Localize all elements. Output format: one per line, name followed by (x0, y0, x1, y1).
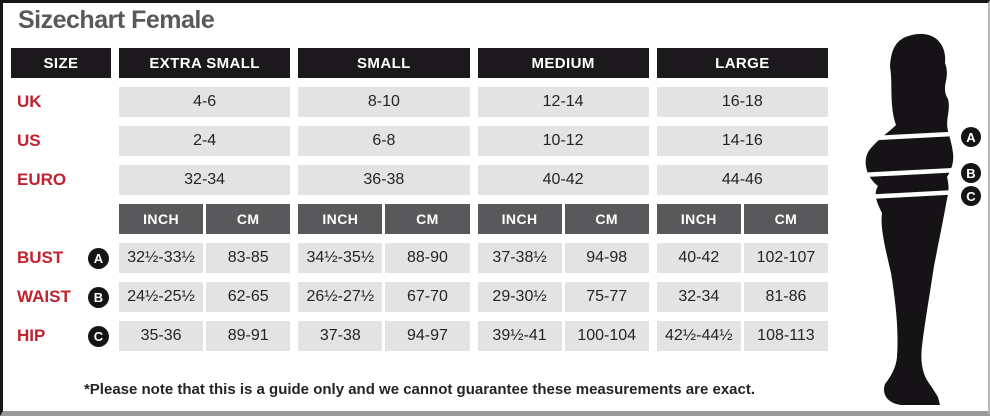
column-header-large: LARGE (656, 48, 828, 78)
euro-extra-small-value: 32-34 (119, 165, 291, 195)
waist-inch-value: 26½-27½ (298, 282, 383, 312)
hip-small-values: 37-38 94-97 (298, 321, 470, 351)
hip-inch-value: 39½-41 (477, 321, 562, 351)
waist-cm-value: 67-70 (385, 282, 470, 312)
hip-marker-badge: C (88, 325, 109, 347)
column-header-extra-small: EXTRA SMALL (119, 48, 291, 78)
bust-line (857, 131, 961, 142)
waist-label: WAIST (17, 287, 71, 306)
bust-cm-value: 102-107 (743, 243, 828, 273)
waist-small-values: 26½-27½ 67-70 (298, 282, 470, 312)
bust-small-values: 34½-35½ 88-90 (298, 243, 470, 273)
row-label-euro: EURO (17, 170, 67, 189)
hip-line (871, 189, 963, 199)
us-medium-value: 10-12 (477, 126, 649, 156)
unit-row-spacer (11, 204, 111, 234)
female-silhouette-figure: A B C (857, 33, 981, 405)
euro-medium-value: 40-42 (477, 165, 649, 195)
footnote: *Please note that this is a guide only a… (83, 381, 756, 398)
row-label-bust: BUST A (11, 243, 111, 273)
row-label-hip: HIP C (11, 321, 111, 351)
waist-marker: B (961, 163, 981, 183)
bust-cm-value: 94-98 (564, 243, 649, 273)
us-extra-small-value: 2-4 (119, 126, 291, 156)
hip-inch-value: 37-38 (298, 321, 383, 351)
unit-headers-small: INCH CM (298, 204, 470, 234)
bust-medium-values: 37-38½ 94-98 (477, 243, 649, 273)
waist-inch-value: 29-30½ (477, 282, 562, 312)
unit-header-cm: CM (385, 204, 470, 234)
svg-text:A: A (966, 130, 976, 145)
column-header-small: SMALL (298, 48, 470, 78)
waist-cm-value: 62-65 (206, 282, 291, 312)
euro-large-value: 44-46 (656, 165, 828, 195)
hip-cm-value: 94-97 (385, 321, 470, 351)
hip-medium-values: 39½-41 100-104 (477, 321, 649, 351)
waist-line (867, 167, 961, 177)
unit-headers-medium: INCH CM (477, 204, 649, 234)
hip-label: HIP (17, 326, 46, 345)
bust-inch-value: 37-38½ (477, 243, 562, 273)
unit-header-cm: CM (743, 204, 828, 234)
size-table: SIZE EXTRA SMALL SMALL MEDIUM LARGE UK 4… (11, 48, 828, 351)
bust-label: BUST (17, 248, 64, 267)
row-label-waist: WAIST B (11, 282, 111, 312)
hip-extra-small-values: 35-36 89-91 (119, 321, 291, 351)
column-header-size: SIZE (11, 48, 111, 78)
unit-header-inch: INCH (656, 204, 741, 234)
uk-extra-small-value: 4-6 (119, 87, 291, 117)
waist-cm-value: 75-77 (564, 282, 649, 312)
hip-cm-value: 100-104 (564, 321, 649, 351)
uk-large-value: 16-18 (656, 87, 828, 117)
uk-medium-value: 12-14 (477, 87, 649, 117)
page-title: Sizechart Female (18, 6, 215, 34)
unit-header-inch: INCH (477, 204, 562, 234)
unit-header-cm: CM (206, 204, 291, 234)
hip-cm-value: 89-91 (206, 321, 291, 351)
waist-medium-values: 29-30½ 75-77 (477, 282, 649, 312)
us-large-value: 14-16 (656, 126, 828, 156)
bust-inch-value: 32½-33½ (119, 243, 204, 273)
row-label-us: US (17, 131, 41, 150)
bust-marker: A (961, 127, 981, 147)
unit-header-cm: CM (564, 204, 649, 234)
hip-inch-value: 35-36 (119, 321, 204, 351)
uk-small-value: 8-10 (298, 87, 470, 117)
bust-inch-value: 34½-35½ (298, 243, 383, 273)
svg-text:C: C (966, 189, 976, 204)
hip-cm-value: 108-113 (743, 321, 828, 351)
bust-large-values: 40-42 102-107 (656, 243, 828, 273)
unit-headers-extra-small: INCH CM (119, 204, 291, 234)
female-silhouette-icon: A B C (857, 33, 981, 405)
waist-large-values: 32-34 81-86 (656, 282, 828, 312)
waist-marker-badge: B (88, 286, 109, 308)
row-label-uk: UK (17, 92, 42, 111)
unit-header-inch: INCH (119, 204, 204, 234)
euro-small-value: 36-38 (298, 165, 470, 195)
unit-headers-large: INCH CM (656, 204, 828, 234)
svg-text:B: B (966, 166, 975, 181)
hip-large-values: 42½-44½ 108-113 (656, 321, 828, 351)
bust-marker-badge: A (88, 247, 109, 269)
us-small-value: 6-8 (298, 126, 470, 156)
bust-inch-value: 40-42 (656, 243, 741, 273)
hip-marker: C (961, 186, 981, 206)
waist-cm-value: 81-86 (743, 282, 828, 312)
column-header-medium: MEDIUM (477, 48, 649, 78)
waist-inch-value: 32-34 (656, 282, 741, 312)
waist-extra-small-values: 24½-25½ 62-65 (119, 282, 291, 312)
bust-extra-small-values: 32½-33½ 83-85 (119, 243, 291, 273)
bust-cm-value: 88-90 (385, 243, 470, 273)
waist-inch-value: 24½-25½ (119, 282, 204, 312)
bust-cm-value: 83-85 (206, 243, 291, 273)
unit-header-inch: INCH (298, 204, 383, 234)
hip-inch-value: 42½-44½ (656, 321, 741, 351)
